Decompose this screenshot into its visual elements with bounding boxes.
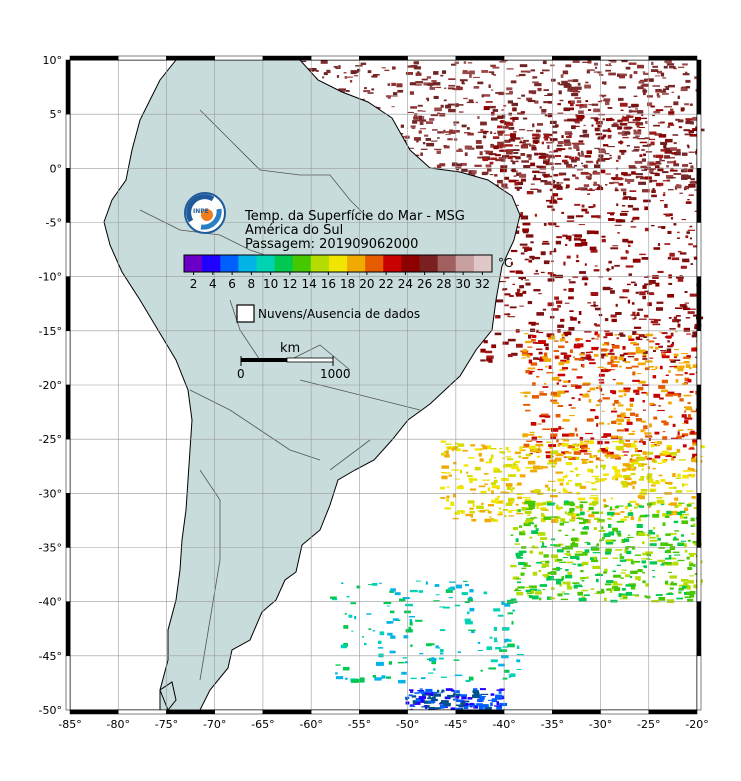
patagonia-coast-detail	[159, 681, 177, 711]
scale-unit: km	[280, 341, 300, 356]
colorbar-tick-label: 26	[417, 277, 432, 291]
colorbar-tick-label: 18	[340, 277, 355, 291]
title-line-3: Passagem: 201909062000	[245, 237, 418, 252]
clouds-legend-swatch	[236, 304, 255, 323]
scale-bar: km 0 1000	[237, 341, 351, 381]
lat-tick-label: 0°	[50, 162, 63, 175]
lat-tick-label: -20°	[39, 379, 62, 392]
lon-tick-label: -65°	[251, 718, 274, 731]
temperature-colorbar: 2 4 6 8 10 12 14 16 18 20 22 24 26 28 30 32°C	[183, 254, 512, 291]
colorbar-tick-label: 16	[321, 277, 336, 291]
colorbar-swatch	[437, 255, 457, 272]
colorbar-tick-label: 4	[209, 277, 217, 291]
colorbar-tick-label: 20	[359, 277, 374, 291]
lat-tick-label: -40°	[39, 596, 62, 609]
colorbar-tick-label: 6	[228, 277, 236, 291]
colorbar-tick-label: 24	[398, 277, 413, 291]
clouds-legend-label: Nuvens/Ausencia de dados	[258, 307, 420, 321]
lon-tick-label: -45°	[444, 718, 467, 731]
colorbar-tick-label: 10	[263, 277, 278, 291]
lat-tick-label: -30°	[39, 487, 62, 500]
title-block: INPE Temp. da Superfície do Mar - MSG Am…	[184, 192, 465, 252]
lat-tick-label: 10°	[43, 54, 63, 67]
colorbar-unit: °C	[498, 256, 512, 270]
colorbar-tick-label: 28	[436, 277, 451, 291]
lon-tick-label: -25°	[637, 718, 660, 731]
lat-tick-label: -50°	[39, 704, 62, 717]
lon-tick-label: -55°	[348, 718, 371, 731]
axis-tick-labels: -85° -80° -75° -70° -65° -60° -55° -50° -45° -40°…	[39, 54, 709, 731]
lon-tick-label: -85°	[58, 718, 81, 731]
colorbar-swatch	[184, 255, 203, 272]
lon-tick-label: -20°	[685, 718, 708, 731]
lon-tick-label: -35°	[541, 718, 564, 731]
colorbar-swatch	[274, 255, 294, 272]
lon-tick-label: -30°	[589, 718, 612, 731]
title-line-2: América do Sul	[245, 223, 343, 238]
clouds-legend: Nuvens/Ausencia de dados	[236, 304, 420, 323]
title-line-1: Temp. da Superfície do Mar - MSG	[244, 209, 465, 224]
colorbar-swatch	[238, 255, 257, 272]
colorbar-tick-label: 32	[475, 277, 490, 291]
lon-tick-label: -40°	[492, 718, 515, 731]
colorbar-swatch	[383, 255, 402, 272]
lat-tick-label: -25°	[39, 433, 62, 446]
lat-tick-label: -45°	[39, 650, 62, 663]
colorbar-swatch	[365, 255, 384, 272]
inpe-logo: INPE	[184, 192, 226, 234]
colorbar-swatch	[347, 255, 366, 272]
map-frame	[65, 55, 702, 715]
lon-tick-label: -60°	[299, 718, 322, 731]
scale-start: 0	[237, 367, 245, 381]
colorbar-swatch	[202, 255, 221, 272]
inpe-logo-text: INPE	[193, 208, 209, 215]
colorbar-swatch	[310, 255, 330, 272]
colorbar-swatch	[220, 255, 239, 272]
colorbar-tick-label: 2	[190, 277, 198, 291]
colorbar-swatch	[292, 255, 312, 272]
lat-tick-label: -5°	[46, 217, 62, 230]
lon-tick-label: -80°	[106, 718, 129, 731]
colorbar-swatch	[328, 255, 348, 272]
lon-tick-label: -50°	[396, 718, 419, 731]
colorbar-tick-label: 30	[455, 277, 470, 291]
colorbar-swatch	[473, 255, 493, 272]
colorbar-swatch	[401, 255, 421, 272]
lat-tick-label: -15°	[39, 325, 62, 338]
colorbar-swatch	[455, 255, 475, 272]
colorbar-tick-label: 12	[282, 277, 297, 291]
colorbar-tick-label: 8	[248, 277, 256, 291]
lon-tick-label: -70°	[203, 718, 226, 731]
lon-tick-label: -75°	[155, 718, 178, 731]
colorbar-tick-label: 22	[378, 277, 393, 291]
colorbar-swatch	[419, 255, 439, 272]
colorbar-tick-label: 14	[301, 277, 316, 291]
lat-tick-label: -35°	[39, 542, 62, 555]
scale-end: 1000	[320, 367, 351, 381]
colorbar-swatch	[256, 255, 276, 272]
lat-tick-label: 5°	[50, 108, 63, 121]
lat-tick-label: -10°	[39, 271, 62, 284]
